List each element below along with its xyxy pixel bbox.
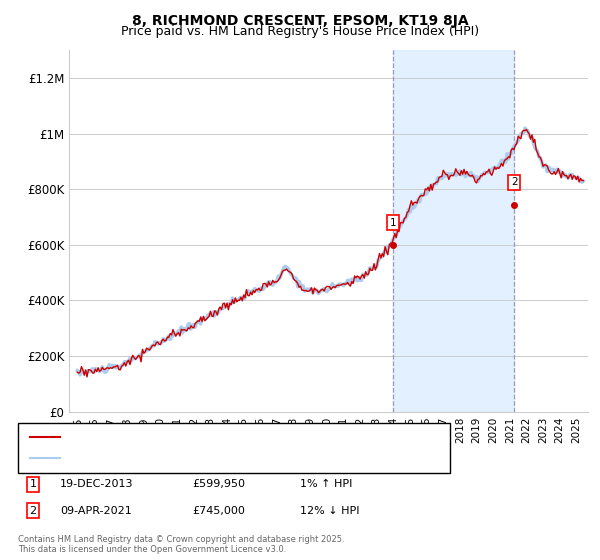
Text: 12% ↓ HPI: 12% ↓ HPI <box>300 506 359 516</box>
Text: 19-DEC-2013: 19-DEC-2013 <box>60 479 133 489</box>
Text: £745,000: £745,000 <box>192 506 245 516</box>
Text: Contains HM Land Registry data © Crown copyright and database right 2025.
This d: Contains HM Land Registry data © Crown c… <box>18 535 344 554</box>
Text: 8, RICHMOND CRESCENT, EPSOM, KT19 8JA (detached house): 8, RICHMOND CRESCENT, EPSOM, KT19 8JA (d… <box>63 432 383 442</box>
Bar <box>393 50 514 412</box>
Text: HPI: Average price, detached house, Epsom and Ewell: HPI: Average price, detached house, Epso… <box>63 452 344 463</box>
Text: 1: 1 <box>29 479 37 489</box>
Text: 2: 2 <box>511 178 518 188</box>
Text: £599,950: £599,950 <box>192 479 245 489</box>
Text: 2: 2 <box>29 506 37 516</box>
Text: 8, RICHMOND CRESCENT, EPSOM, KT19 8JA: 8, RICHMOND CRESCENT, EPSOM, KT19 8JA <box>131 14 469 28</box>
Text: Price paid vs. HM Land Registry's House Price Index (HPI): Price paid vs. HM Land Registry's House … <box>121 25 479 38</box>
Text: 1% ↑ HPI: 1% ↑ HPI <box>300 479 352 489</box>
Text: 09-APR-2021: 09-APR-2021 <box>60 506 132 516</box>
Text: 1: 1 <box>389 218 396 228</box>
